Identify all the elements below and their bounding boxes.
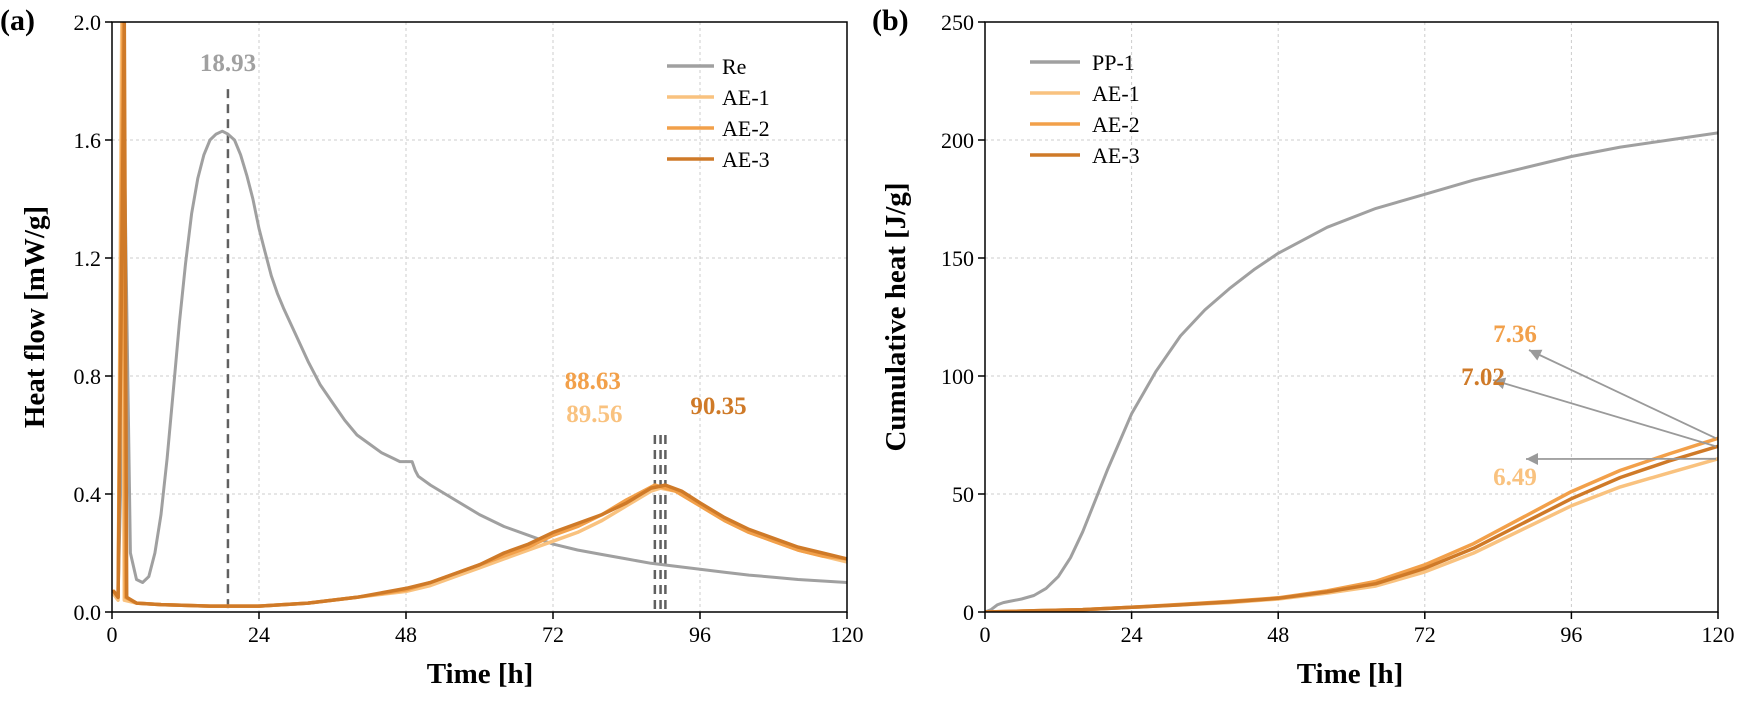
peak-label-ae-1: 89.56 — [566, 401, 622, 428]
panel-a-grid — [112, 22, 847, 612]
legend-label-pp-1: PP-1 — [1092, 50, 1135, 75]
y-tick-label: 0.8 — [74, 364, 102, 389]
panel-b: (b) 0 24 48 72 96 120 0 50 100 150 200 250 Time [h]… — [872, 4, 1735, 690]
y-tick-label: 50 — [952, 482, 974, 507]
x-tick-label: 48 — [1267, 622, 1289, 647]
y-tick-label: 0 — [963, 600, 974, 625]
panel-b-tag: (b) — [872, 4, 909, 37]
y-tick-label: 0.4 — [74, 482, 102, 507]
panel-b-plot-area — [985, 131, 1718, 612]
end-label-arrow — [1492, 379, 1717, 448]
legend-label-ae-3: AE-3 — [1092, 143, 1140, 168]
x-tick-label: 0 — [980, 622, 991, 647]
legend-label-ae-1: AE-1 — [1092, 81, 1140, 106]
peak-label-ae-2: 88.63 — [565, 368, 621, 395]
y-tick-label: 200 — [941, 128, 974, 153]
peak-label-re: 18.93 — [200, 50, 256, 77]
panel-a-ticks: 0 24 48 72 96 120 0.0 0.4 0.8 1.2 1.6 2.0 — [74, 10, 864, 647]
peak-label-ae-3: 90.35 — [690, 393, 746, 420]
panel-a-ylabel: Heat flow [mW/g] — [19, 206, 51, 428]
x-tick-label: 96 — [689, 622, 711, 647]
x-tick-label: 120 — [831, 622, 864, 647]
x-tick-label: 96 — [1560, 622, 1582, 647]
x-tick-label: 72 — [1414, 622, 1436, 647]
panel-a-frame — [111, 21, 848, 613]
legend-label-re: Re — [722, 54, 746, 79]
end-label-arrow — [1528, 349, 1717, 440]
panel-a-tag: (a) — [0, 4, 35, 37]
panel-b-frame — [984, 21, 1719, 613]
x-tick-label: 120 — [1702, 622, 1735, 647]
series-line-ae-3 — [112, 22, 847, 608]
series-line-ae-3 — [985, 444, 1718, 612]
series-line-re — [112, 129, 847, 599]
y-tick-label: 2.0 — [74, 10, 102, 35]
series-line-pp-1 — [985, 131, 1718, 612]
legend-label-ae-2: AE-2 — [1092, 112, 1140, 137]
panel-b-xlabel: Time [h] — [1297, 658, 1404, 690]
x-tick-label: 0 — [107, 622, 118, 647]
end-label-ae-1: 6.49 — [1493, 464, 1537, 491]
end-label-ae-2: 7.36 — [1493, 321, 1537, 348]
y-tick-label: 250 — [941, 10, 974, 35]
x-tick-label: 24 — [248, 622, 270, 647]
panel-b-ylabel: Cumulative heat [J/g] — [880, 182, 912, 451]
y-tick-label: 100 — [941, 364, 974, 389]
panel-a: (a) 0 24 48 72 96 120 0.0 0.4 0.8 1.2 1.6 2.0 Time … — [0, 4, 864, 690]
panel-a-plot-area — [112, 22, 847, 612]
end-label-arrowhead — [1493, 377, 1507, 390]
x-tick-label: 24 — [1121, 622, 1143, 647]
end-label-ae-3: 7.02 — [1461, 364, 1505, 391]
y-tick-label: 1.2 — [74, 246, 102, 271]
panel-b-annotations: 7.36 7.02 6.49 — [1461, 321, 1717, 491]
x-tick-label: 72 — [542, 622, 564, 647]
legend-label-ae-1: AE-1 — [722, 85, 770, 110]
x-tick-label: 48 — [395, 622, 417, 647]
end-label-arrowhead — [1529, 349, 1543, 361]
legend-label-ae-2: AE-2 — [722, 116, 770, 141]
y-tick-label: 0.0 — [74, 600, 102, 625]
end-label-arrowhead — [1526, 452, 1539, 465]
series-line-ae-2 — [985, 436, 1718, 612]
legend-label-ae-3: AE-3 — [722, 147, 770, 172]
panel-a-legend: Re AE-1 AE-2 AE-3 — [667, 54, 770, 172]
panel-b-grid — [985, 22, 1718, 612]
panel-a-annotations: 18.93 88.63 89.56 90.35 — [200, 50, 747, 428]
panel-a-xlabel: Time [h] — [427, 658, 534, 690]
panel-b-legend: PP-1 AE-1 AE-2 AE-3 — [1030, 50, 1140, 168]
y-tick-label: 1.6 — [74, 128, 102, 153]
y-tick-label: 150 — [941, 246, 974, 271]
panel-b-ticks: 0 24 48 72 96 120 0 50 100 150 200 250 — [941, 10, 1735, 647]
